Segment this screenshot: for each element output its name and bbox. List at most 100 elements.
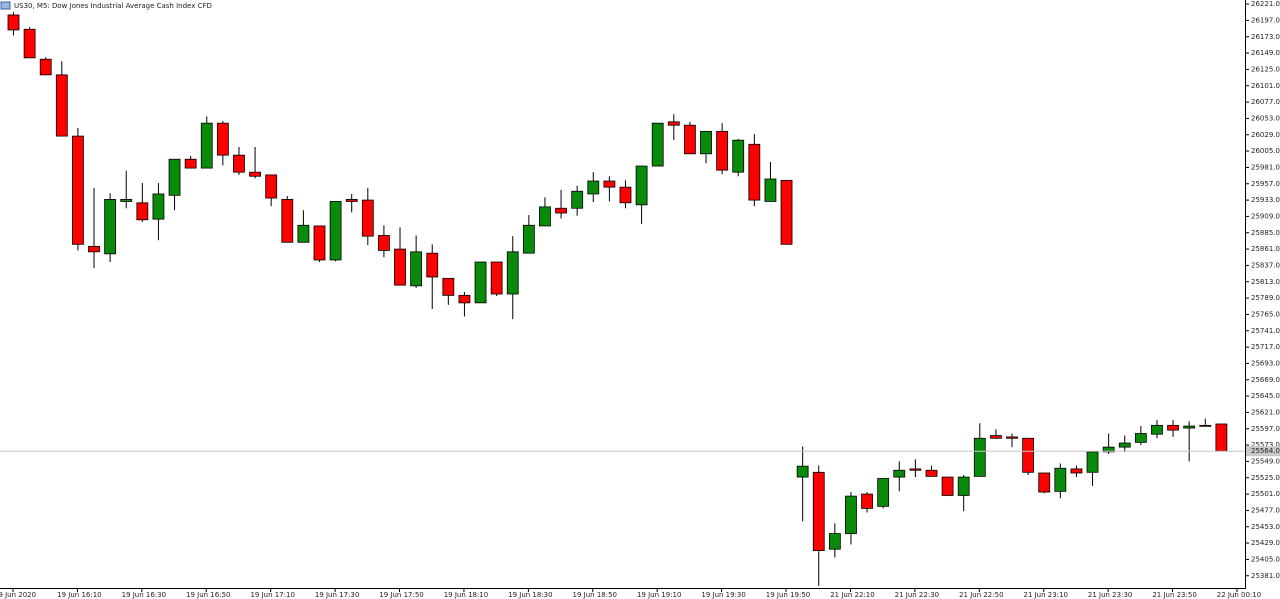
candle-body	[571, 190, 584, 209]
candle-body	[490, 261, 503, 295]
candle-body	[200, 122, 213, 169]
candle-body	[1183, 425, 1196, 429]
candle-body	[748, 143, 761, 201]
candle-body	[812, 471, 825, 551]
x-tick-label: 19 Jun 18:30	[508, 591, 552, 599]
candle-body	[732, 139, 745, 173]
candle-body	[7, 14, 20, 31]
y-tick-label: 25981.0	[1251, 163, 1280, 171]
candle-body	[764, 178, 777, 202]
candle-body	[426, 252, 439, 278]
candle-body	[909, 468, 922, 471]
y-tick-label: 25669.0	[1251, 376, 1280, 384]
candle-body	[941, 476, 954, 496]
y-tick-label: 25909.0	[1251, 212, 1280, 220]
candle-body	[796, 465, 809, 478]
candle-body	[828, 533, 841, 550]
y-tick-label: 25405.0	[1251, 555, 1280, 563]
x-tick-label: 21 Jun 23:10	[1023, 591, 1067, 599]
y-tick-label: 26077.0	[1251, 98, 1280, 106]
candle-body	[1134, 433, 1147, 443]
candle-body	[1118, 442, 1131, 448]
candle-body	[1038, 472, 1051, 493]
candle-body	[184, 158, 197, 169]
x-tick-label: 19 Jun 19:10	[637, 591, 681, 599]
candle-body	[1070, 468, 1083, 474]
x-tick-label: 19 Jun 17:30	[315, 591, 359, 599]
y-tick-label: 26029.0	[1251, 131, 1280, 139]
candle-body	[990, 435, 1002, 439]
candle-body	[168, 158, 181, 196]
y-tick-label: 26173.0	[1251, 33, 1280, 41]
y-tick-label: 25501.0	[1251, 490, 1280, 498]
y-tick-label: 26197.0	[1251, 16, 1280, 24]
x-tick-label: 19 Jun 2020	[0, 591, 36, 599]
candle-body	[1054, 467, 1067, 492]
current-price-label: 25564.0	[1251, 447, 1280, 455]
candle-body	[684, 124, 696, 155]
candle-body	[1086, 451, 1099, 473]
x-tick-label: 21 Jun 23:30	[1088, 591, 1132, 599]
candle-body	[442, 277, 455, 296]
x-tick-label: 19 Jun 18:50	[573, 591, 617, 599]
y-tick-label: 25837.0	[1251, 261, 1280, 269]
y-tick-label: 25717.0	[1251, 343, 1280, 351]
y-tick-label: 26101.0	[1251, 82, 1280, 90]
y-tick-label: 25381.0	[1251, 572, 1280, 580]
candle-body	[587, 180, 600, 195]
candle-body	[1102, 446, 1115, 453]
candle-body	[265, 174, 278, 199]
y-tick-label: 26053.0	[1251, 114, 1280, 122]
candle-body	[893, 469, 906, 478]
x-tick-label: 19 Jun 19:30	[701, 591, 745, 599]
current-price-box	[1246, 446, 1280, 457]
x-tick-label: 19 Jun 17:50	[379, 591, 423, 599]
candle-body	[845, 495, 857, 534]
candle-body	[1151, 424, 1163, 435]
y-tick-label: 25477.0	[1251, 506, 1280, 514]
candle-body	[973, 437, 986, 477]
candle-body	[120, 199, 133, 202]
y-tick-label: 25885.0	[1251, 229, 1280, 237]
x-tick-label: 19 Jun 16:50	[186, 591, 230, 599]
x-tick-label: 21 Jun 22:10	[830, 591, 874, 599]
y-tick-label: 25597.0	[1251, 425, 1280, 433]
candle-body	[957, 476, 970, 496]
y-tick-label: 25429.0	[1251, 539, 1280, 547]
candle-body	[216, 122, 229, 156]
candle-body	[780, 179, 793, 245]
chart-icon	[0, 1, 11, 10]
candle-body	[1167, 424, 1179, 431]
candle-body	[378, 235, 390, 251]
y-tick-label: 25549.0	[1251, 457, 1280, 465]
candle-body	[281, 199, 294, 243]
x-tick-label: 21 Jun 22:30	[895, 591, 939, 599]
candle-body	[361, 199, 374, 237]
y-tick-label: 25645.0	[1251, 392, 1280, 400]
candle-body	[23, 28, 36, 59]
x-tick-label: 19 Jun 16:10	[57, 591, 101, 599]
y-tick-label: 25525.0	[1251, 474, 1280, 482]
candle-body	[667, 121, 680, 126]
candle-body	[233, 154, 245, 173]
candle-body	[152, 193, 165, 220]
candle-body	[88, 245, 100, 253]
candle-body	[474, 261, 487, 304]
candle-body	[458, 294, 471, 304]
x-tick-label: 19 Jun 17:10	[250, 591, 294, 599]
candle-body	[39, 58, 52, 76]
candle-body	[861, 493, 873, 509]
y-tick-label: 25573.0	[1251, 441, 1280, 449]
candle-body	[136, 202, 149, 221]
candle-body	[539, 206, 551, 227]
candle-body	[877, 478, 890, 507]
y-tick-label: 25861.0	[1251, 245, 1280, 253]
y-tick-label: 25621.0	[1251, 408, 1280, 416]
chart-title: US30, M5: Dow Jones Industrial Average C…	[14, 2, 212, 10]
y-tick-label: 25933.0	[1251, 196, 1280, 204]
candle-body	[345, 199, 358, 202]
y-tick-label: 26125.0	[1251, 65, 1280, 73]
y-tick-label: 26149.0	[1251, 49, 1280, 57]
